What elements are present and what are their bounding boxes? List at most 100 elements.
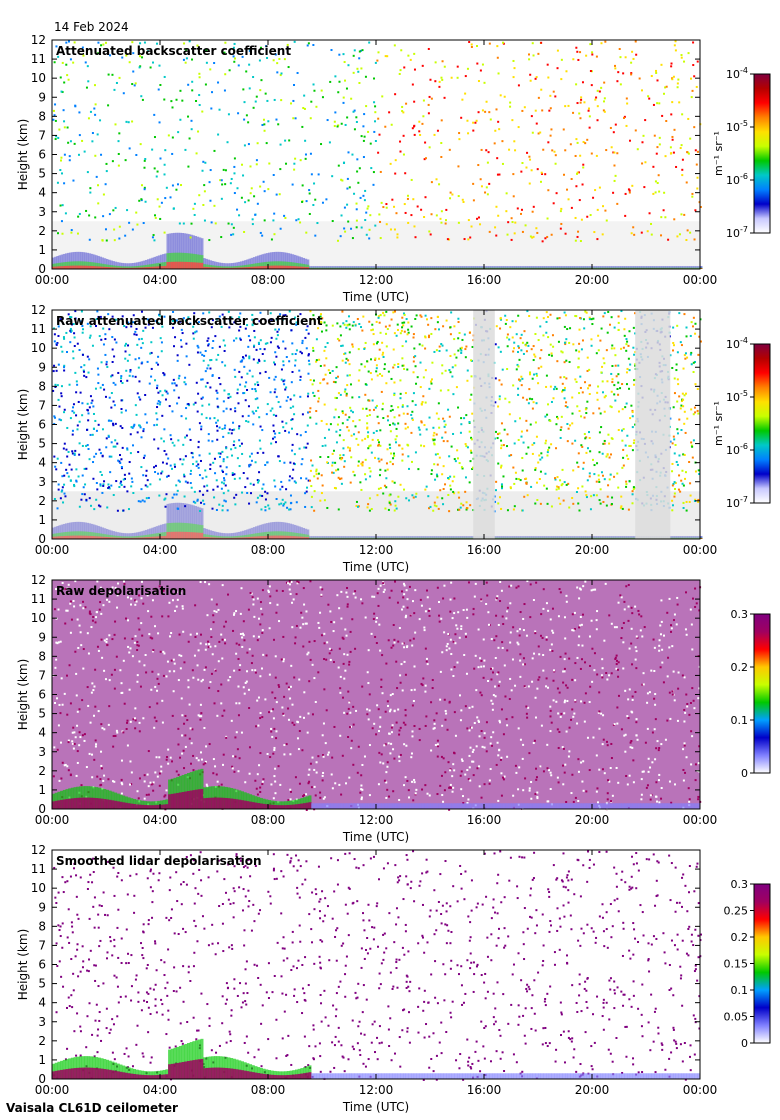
layer-cell: [129, 263, 133, 269]
layer-cell: [250, 266, 254, 269]
signal-speckle: [425, 485, 428, 488]
signal-speckle: [62, 109, 65, 112]
signal-speckle: [110, 455, 113, 458]
signal-speckle: [105, 239, 108, 242]
signal-speckle: [588, 368, 591, 371]
layer-cell: [144, 267, 148, 269]
layer-cell: [170, 252, 174, 269]
signal-speckle: [410, 178, 413, 181]
signal-speckle: [694, 411, 697, 414]
signal-speckle: [61, 91, 64, 94]
signal-speckle: [531, 210, 534, 213]
layer-cell: [602, 266, 606, 269]
signal-speckle: [224, 169, 227, 172]
layer-cell: [604, 266, 608, 269]
signal-speckle: [323, 364, 326, 367]
layer-cell: [274, 265, 277, 269]
layer-cell: [609, 266, 612, 269]
signal-speckle: [259, 347, 262, 350]
signal-speckle: [366, 426, 369, 429]
signal-speckle: [213, 204, 216, 207]
signal-speckle: [131, 426, 134, 429]
signal-speckle: [364, 75, 367, 78]
signal-speckle: [534, 77, 537, 80]
layer-cell: [369, 267, 372, 269]
signal-speckle: [240, 376, 243, 379]
signal-speckle: [368, 497, 371, 500]
signal-speckle: [343, 353, 346, 356]
signal-speckle: [680, 428, 683, 431]
signal-speckle: [632, 488, 635, 491]
layer-cell: [183, 261, 187, 269]
signal-speckle: [673, 128, 676, 131]
signal-speckle: [672, 341, 675, 344]
signal-speckle: [307, 392, 310, 395]
signal-speckle: [595, 494, 598, 497]
signal-speckle: [574, 154, 577, 157]
signal-speckle: [321, 484, 324, 487]
signal-speckle: [118, 460, 121, 463]
signal-speckle: [249, 48, 252, 51]
signal-speckle: [401, 459, 404, 462]
signal-speckle: [506, 233, 509, 236]
signal-speckle: [218, 455, 221, 458]
signal-speckle: [533, 442, 536, 445]
signal-speckle: [122, 478, 125, 481]
layer-cell: [88, 253, 92, 269]
signal-speckle: [262, 180, 265, 183]
layer-cell: [626, 266, 629, 269]
signal-speckle: [100, 473, 103, 476]
signal-speckle: [676, 400, 679, 403]
signal-speckle: [410, 214, 413, 217]
signal-speckle: [304, 492, 307, 495]
layer-cell: [414, 266, 418, 269]
signal-speckle: [523, 330, 526, 333]
signal-speckle: [233, 60, 236, 63]
signal-speckle: [374, 224, 377, 227]
signal-speckle: [102, 483, 105, 486]
layer-cell: [280, 252, 284, 269]
signal-speckle: [335, 366, 338, 369]
signal-speckle: [323, 321, 326, 324]
signal-speckle: [575, 349, 578, 352]
signal-speckle: [306, 424, 309, 427]
signal-speckle: [283, 461, 286, 464]
signal-speckle: [641, 141, 644, 144]
signal-speckle: [572, 58, 575, 61]
signal-speckle: [588, 126, 591, 129]
layer-cell: [60, 262, 64, 269]
signal-speckle: [337, 416, 340, 419]
signal-speckle: [352, 110, 355, 113]
signal-speckle: [223, 499, 226, 502]
signal-speckle: [274, 53, 277, 56]
layer-cell: [287, 253, 290, 269]
layer-cell: [110, 267, 113, 269]
signal-speckle: [77, 400, 80, 403]
layer-cell: [283, 252, 286, 269]
signal-speckle: [681, 174, 684, 177]
signal-speckle: [161, 394, 164, 397]
signal-speckle: [222, 339, 225, 342]
signal-speckle: [212, 488, 215, 491]
layer-cell: [464, 266, 467, 269]
layer-cell: [652, 266, 655, 269]
signal-speckle: [252, 76, 255, 79]
signal-speckle: [477, 216, 480, 219]
signal-speckle: [134, 375, 137, 378]
layer-cell: [226, 267, 230, 269]
signal-speckle: [470, 436, 473, 439]
signal-speckle: [312, 44, 315, 47]
layer-cell: [427, 267, 431, 269]
signal-speckle: [456, 65, 459, 68]
signal-speckle: [408, 499, 411, 502]
signal-speckle: [259, 89, 262, 92]
signal-speckle: [304, 430, 307, 433]
signal-speckle: [218, 315, 221, 318]
signal-speckle: [571, 396, 574, 399]
signal-speckle: [502, 475, 505, 478]
layer-cell: [166, 253, 169, 269]
signal-speckle: [184, 376, 187, 379]
signal-speckle: [590, 152, 593, 155]
signal-speckle: [428, 387, 431, 390]
signal-speckle: [584, 142, 587, 145]
